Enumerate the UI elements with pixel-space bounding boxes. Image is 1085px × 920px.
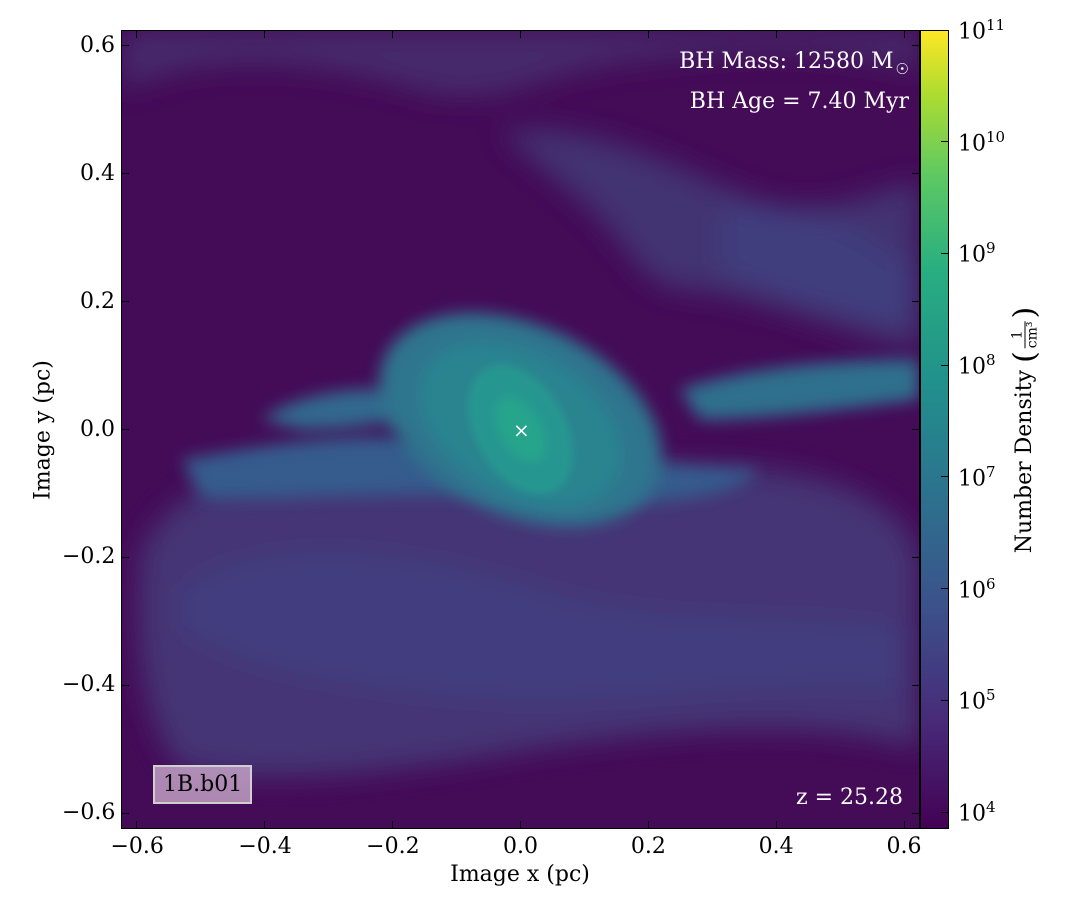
x-tick-mark — [647, 821, 649, 829]
y-tick-mark — [121, 556, 129, 558]
unit-denominator: cm³ — [1024, 321, 1041, 349]
y-tick-mark — [121, 429, 129, 430]
colorbar-tick-label: 1011 — [958, 16, 1005, 44]
colorbar-tick-exponent: 9 — [986, 239, 996, 258]
x-tick-mark — [264, 821, 266, 829]
x-tick-mark — [392, 821, 394, 829]
colorbar-tick-exponent: 6 — [986, 574, 996, 593]
unit-numerator: 1 — [1010, 321, 1026, 349]
colorbar-tick-exponent: 8 — [986, 351, 996, 370]
colorbar-tick-label: 107 — [958, 463, 996, 491]
gas-density-map — [122, 31, 919, 828]
colorbar-tick-mark — [941, 364, 949, 366]
colorbar-tick-mark — [941, 476, 949, 478]
y-tick-mark — [121, 301, 129, 303]
colorbar-tick-exponent: 10 — [986, 127, 1006, 146]
x-tick-mark — [647, 30, 649, 38]
x-tick-label: 0.0 — [503, 834, 538, 859]
y-tick-mark — [912, 45, 920, 47]
run-label-box: 1B.b01 — [153, 765, 253, 804]
x-tick-mark — [903, 821, 905, 829]
y-tick-label: 0.2 — [80, 288, 115, 314]
y-tick-mark — [912, 556, 920, 558]
colorbar-tick-exponent: 7 — [986, 462, 996, 481]
x-axis-label: Image x (pc) — [450, 862, 590, 887]
y-tick-mark — [121, 684, 129, 686]
y-tick-mark — [912, 429, 920, 430]
solar-symbol: ☉ — [895, 60, 909, 78]
colorbar-tick-mark — [941, 811, 949, 813]
colorbar-tick-base: 10 — [958, 19, 986, 45]
x-tick-mark — [264, 30, 266, 38]
x-tick-mark — [520, 30, 521, 38]
x-tick-label: 0.6 — [886, 834, 922, 859]
colorbar-tick-label: 109 — [958, 239, 996, 267]
colorbar-tick-base: 10 — [958, 578, 986, 604]
colorbar-tick-base: 10 — [958, 242, 986, 268]
colorbar-label: Number Density (1 cm³) — [1008, 307, 1043, 554]
y-tick-label: −0.4 — [62, 672, 116, 698]
y-tick-mark — [121, 45, 129, 47]
paren-close: ) — [1007, 306, 1043, 319]
x-tick-label: 0.2 — [630, 834, 666, 859]
y-tick-label: −0.2 — [62, 544, 116, 570]
colorbar-label-text: Number Density — [1012, 369, 1037, 554]
x-tick-mark — [520, 821, 521, 829]
x-tick-mark — [136, 30, 138, 38]
colorbar-tick-mark — [941, 29, 949, 31]
y-tick-mark — [912, 684, 920, 686]
y-tick-mark — [912, 812, 920, 814]
colorbar-tick-label: 104 — [958, 798, 996, 826]
x-tick-label: −0.2 — [366, 834, 420, 859]
colorbar-tick-exponent: 11 — [986, 16, 1006, 34]
bh-mass-annotation: BH Mass: 12580 M ☉ — [679, 49, 909, 78]
colorbar-tick-base: 10 — [958, 801, 986, 827]
colorbar-tick-label: 105 — [958, 686, 996, 714]
y-tick-label: 0.0 — [80, 416, 115, 442]
colorbar-tick-label: 108 — [958, 351, 996, 379]
colorbar-tick-exponent: 4 — [986, 798, 996, 817]
colorbar-tick-mark — [941, 699, 949, 701]
bh-position-marker: × — [513, 417, 530, 442]
colorbar-tick-label: 1010 — [958, 128, 1005, 156]
y-tick-label: −0.6 — [62, 800, 116, 826]
y-axis-label: Image y (pc) — [30, 360, 56, 500]
redshift-annotation: z = 25.28 — [796, 785, 903, 810]
y-tick-mark — [121, 812, 129, 814]
bh-mass-text: BH Mass: 12580 M — [679, 49, 894, 74]
x-tick-mark — [903, 30, 905, 38]
x-tick-label: 0.4 — [758, 834, 794, 859]
y-tick-label: 0.4 — [80, 160, 115, 186]
density-projection-image: BH Mass: 12580 M ☉ BH Age = 7.40 Myr z = … — [121, 30, 920, 829]
x-tick-mark — [136, 821, 138, 829]
x-tick-mark — [392, 30, 394, 38]
y-tick-label: 0.6 — [80, 32, 115, 58]
colorbar-tick-mark — [941, 141, 949, 143]
colorbar-tick-exponent: 5 — [986, 686, 996, 705]
colorbar-tick-base: 10 — [958, 131, 986, 157]
colorbar-tick-base: 10 — [958, 466, 986, 492]
colorbar-tick-base: 10 — [958, 354, 986, 380]
colorbar — [920, 30, 949, 829]
x-tick-label: −0.4 — [238, 834, 292, 859]
x-tick-mark — [775, 821, 777, 829]
bh-age-annotation: BH Age = 7.40 Myr — [689, 89, 909, 114]
x-tick-label: −0.6 — [110, 834, 164, 859]
unit-fraction: 1 cm³ — [1010, 321, 1041, 349]
x-tick-mark — [775, 30, 777, 38]
colorbar-tick-mark — [941, 588, 949, 590]
paren-open: ( — [1007, 351, 1043, 363]
colorbar-tick-label: 106 — [958, 575, 996, 603]
y-tick-mark — [912, 173, 920, 175]
colorbar-tick-base: 10 — [958, 689, 986, 715]
y-tick-mark — [121, 173, 129, 175]
colorbar-tick-mark — [941, 252, 949, 254]
y-tick-mark — [912, 301, 920, 303]
